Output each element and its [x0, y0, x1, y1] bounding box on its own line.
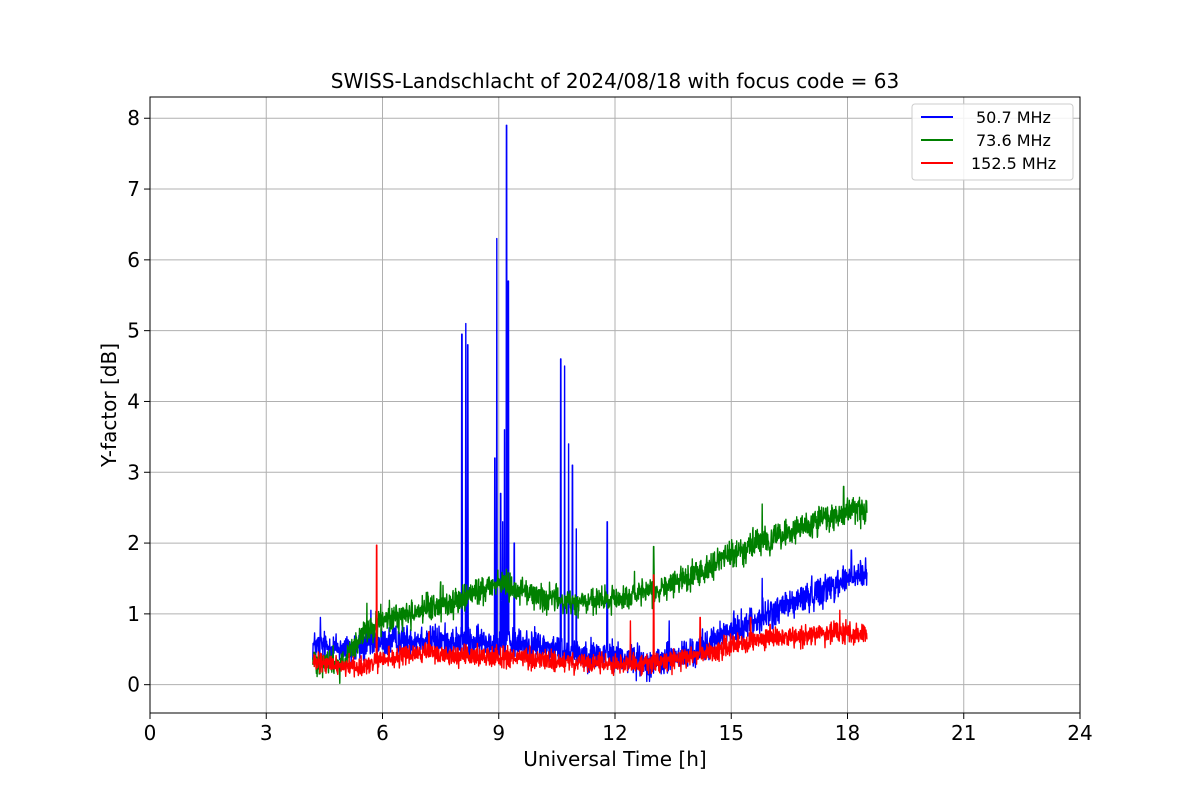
x-tick-label: 6: [376, 721, 389, 745]
y-tick-label: 0: [127, 673, 140, 697]
series-line-152-5: [312, 544, 868, 678]
x-tick-label: 12: [602, 721, 627, 745]
y-tick-label: 3: [127, 460, 140, 484]
y-tick-label: 5: [127, 319, 140, 343]
y-axis-ticks: 0 1 2 3 4 5 6 7 8: [127, 106, 150, 697]
y-axis-label: Y-factor [dB]: [97, 343, 121, 468]
y-tick-label: 1: [127, 602, 140, 626]
x-tick-label: 24: [1067, 721, 1092, 745]
y-tick-label: 8: [127, 106, 140, 130]
y-tick-label: 4: [127, 389, 140, 413]
legend: 50.7 MHz 73.6 MHz 152.5 MHz: [911, 103, 1074, 181]
legend-label-152-5: 152.5 MHz: [971, 154, 1056, 173]
x-axis-ticks: 0 3 6 9 12 15 18 21 24: [144, 713, 1093, 745]
series-line-73-6: [312, 485, 868, 684]
plot-series: [312, 124, 868, 684]
x-tick-label: 18: [835, 721, 860, 745]
chart-title: SWISS-Landschlacht of 2024/08/18 with fo…: [331, 69, 899, 93]
x-tick-label: 0: [144, 721, 157, 745]
x-axis-label: Universal Time [h]: [523, 747, 706, 771]
y-tick-label: 2: [127, 531, 140, 555]
legend-label-50-7: 50.7 MHz: [976, 108, 1051, 127]
x-tick-label: 15: [719, 721, 744, 745]
series-line-50-7: [312, 124, 868, 683]
x-tick-label: 9: [492, 721, 505, 745]
y-tick-label: 7: [127, 177, 140, 201]
y-tick-label: 6: [127, 248, 140, 272]
legend-label-73-6: 73.6 MHz: [976, 131, 1051, 150]
legend-box: [911, 103, 1074, 181]
x-tick-label: 3: [260, 721, 273, 745]
x-tick-label: 21: [951, 721, 976, 745]
